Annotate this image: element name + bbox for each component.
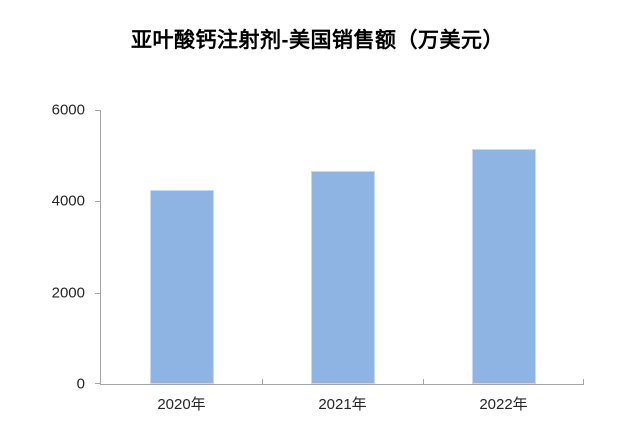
bar-2020年 (149, 189, 214, 384)
chart-title: 亚叶酸钙注射剂-美国销售额（万美元） (131, 29, 504, 52)
x-axis-boundary-tick (262, 379, 263, 384)
y-axis-tick-label: 4000 (51, 192, 85, 210)
y-axis-tick-mark (95, 383, 101, 384)
x-axis-category-label: 2021年 (318, 396, 367, 413)
y-axis-tick-mark (95, 110, 101, 111)
x-axis-boundary-tick (423, 379, 424, 384)
y-axis-tick-label: 6000 (51, 101, 85, 119)
bar-2022年 (471, 148, 536, 384)
y-axis-tick-label: 2000 (51, 284, 85, 302)
y-axis-tick-mark (95, 201, 101, 203)
y-axis-tick-mark (95, 292, 101, 294)
x-axis-boundary-tick (583, 379, 584, 384)
plot-area: 0 2000 4000 6000 2020年 2021年 2022年 (52, 102, 584, 413)
x-axis-category-label: 2020年 (157, 396, 206, 413)
bar-2021年 (310, 171, 375, 384)
y-axis-tick-label: 0 (76, 375, 85, 393)
x-axis-category-label: 2022年 (479, 396, 528, 413)
